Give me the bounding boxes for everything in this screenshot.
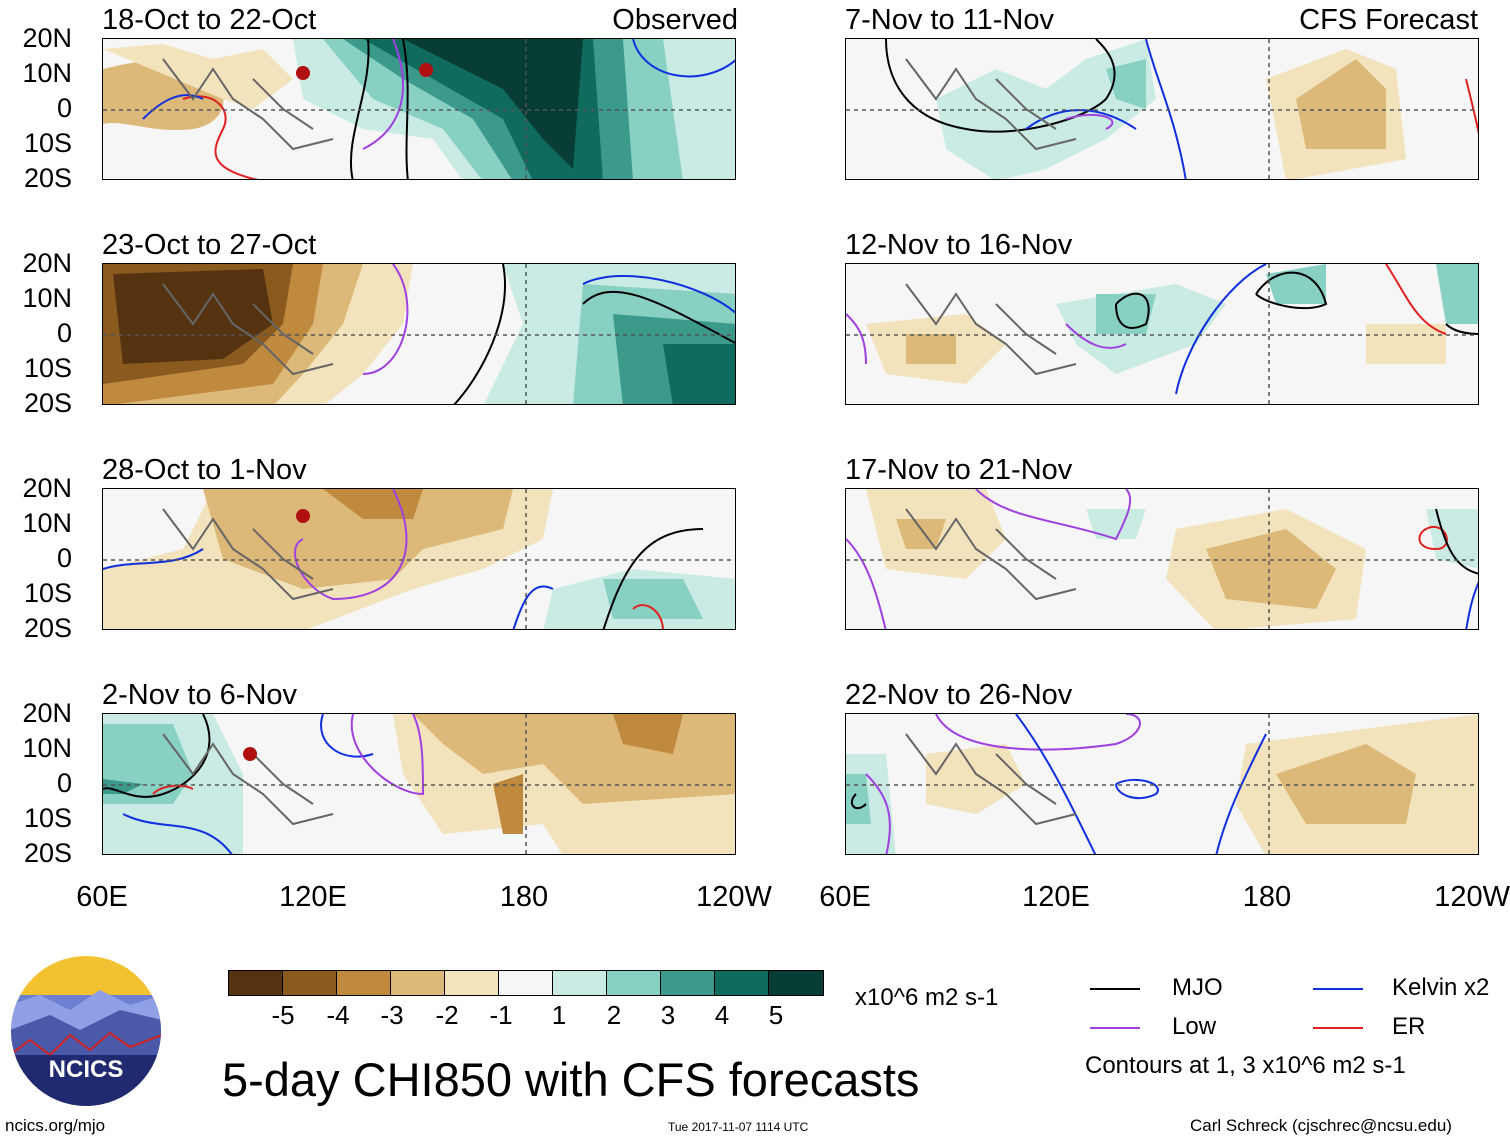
legend-line-kelvin — [1313, 988, 1363, 990]
x-tick: 120W — [1434, 881, 1510, 913]
colorbar-label: 1 — [551, 1000, 567, 1030]
x-tick: 60E — [819, 881, 871, 913]
map-field-3 — [103, 489, 735, 629]
y-tick: 20N — [22, 473, 72, 503]
y-tick: 20N — [22, 698, 72, 728]
y-tick: 20N — [22, 248, 72, 278]
legend-line-er — [1313, 1027, 1363, 1029]
colorbar-swatch — [337, 971, 391, 995]
map-field-2 — [103, 264, 735, 404]
colorbar-swatch — [607, 971, 661, 995]
y-tick: 0 — [56, 318, 72, 348]
footer-url: ncics.org/mjo — [5, 1116, 106, 1135]
y-tick: 10N — [22, 508, 72, 538]
column-label-cfs: CFS Forecast — [1299, 4, 1478, 36]
colorbar-swatch — [769, 971, 823, 995]
y-tick: 10N — [22, 283, 72, 313]
map-panel-5 — [845, 38, 1479, 180]
y-tick: 10S — [23, 128, 72, 158]
y-tick: 20S — [23, 613, 72, 643]
column-label-observed: Observed — [612, 4, 738, 36]
map-field-6 — [846, 264, 1478, 404]
colorbar-label: 3 — [660, 1000, 676, 1030]
y-tick: 20S — [23, 838, 72, 868]
map-field-4 — [103, 714, 735, 854]
colorbar — [228, 970, 824, 996]
map-field-8 — [846, 714, 1478, 854]
colorbar-label: -5 — [271, 1000, 295, 1030]
x-tick: 120E — [279, 881, 347, 913]
panel-title-3: 28-Oct to 1-Nov — [102, 454, 307, 486]
colorbar-label: 2 — [606, 1000, 622, 1030]
legend-note: Contours at 1, 3 x10^6 m2 s-1 — [1085, 1052, 1406, 1079]
x-tick: 60E — [76, 881, 128, 913]
ncics-logo: NCICS — [11, 956, 161, 1106]
map-panel-2 — [102, 263, 736, 405]
colorbar-swatch — [715, 971, 769, 995]
legend-line-mjo — [1090, 988, 1140, 990]
legend-line-low — [1090, 1027, 1140, 1029]
y-tick: 20S — [23, 163, 72, 193]
legend-label-er: ER — [1392, 1013, 1426, 1040]
panel-title-5: 7-Nov to 11-Nov — [845, 4, 1054, 36]
legend-label-low: Low — [1172, 1013, 1217, 1040]
footer-timestamp: Tue 2017-11-07 1114 UTC — [668, 1120, 809, 1134]
map-field-5 — [846, 39, 1478, 179]
legend-label-kelvin: Kelvin x2 — [1392, 974, 1490, 1001]
colorbar-label: -1 — [489, 1000, 513, 1030]
colorbar-swatch — [391, 971, 445, 995]
y-tick: 10N — [22, 733, 72, 763]
map-panel-6 — [845, 263, 1479, 405]
panel-title-4: 2-Nov to 6-Nov — [102, 679, 298, 711]
map-panel-3 — [102, 488, 736, 630]
panel-title-6: 12-Nov to 16-Nov — [845, 229, 1073, 261]
y-tick: 10S — [23, 578, 72, 608]
y-tick: 10S — [23, 803, 72, 833]
x-tick: 180 — [1242, 881, 1292, 913]
colorbar-label: 5 — [768, 1000, 784, 1030]
footer-credit: Carl Schreck (cjschrec@ncsu.edu) — [1190, 1116, 1452, 1135]
y-tick: 10S — [23, 353, 72, 383]
colorbar-swatch — [553, 971, 607, 995]
y-tick: 10N — [22, 58, 72, 88]
panel-title-2: 23-Oct to 27-Oct — [102, 229, 317, 261]
figure-title: 5-day CHI850 with CFS forecasts — [222, 1053, 920, 1106]
map-field-1 — [103, 39, 735, 179]
map-panel-8 — [845, 713, 1479, 855]
legend-label-mjo: MJO — [1172, 974, 1223, 1001]
map-panel-1 — [102, 38, 736, 180]
colorbar-label: -3 — [380, 1000, 404, 1030]
x-tick: 120W — [696, 881, 772, 913]
map-field-7 — [846, 489, 1478, 629]
y-tick: 0 — [56, 543, 72, 573]
colorbar-swatch — [229, 971, 283, 995]
panel-title-8: 22-Nov to 26-Nov — [845, 679, 1073, 711]
y-tick: 0 — [56, 768, 72, 798]
colorbar-units: x10^6 m2 s-1 — [855, 984, 999, 1011]
y-tick: 20N — [22, 23, 72, 53]
panel-title-7: 17-Nov to 21-Nov — [845, 454, 1073, 486]
colorbar-label: -4 — [326, 1000, 350, 1030]
x-tick: 180 — [499, 881, 549, 913]
map-panel-4 — [102, 713, 736, 855]
colorbar-swatch — [661, 971, 715, 995]
colorbar-swatch — [445, 971, 499, 995]
y-tick: 20S — [23, 388, 72, 418]
colorbar-label: -2 — [435, 1000, 459, 1030]
map-panel-7 — [845, 488, 1479, 630]
logo-text: NCICS — [49, 1056, 124, 1083]
colorbar-swatch — [283, 971, 337, 995]
y-tick: 0 — [56, 93, 72, 123]
colorbar-swatch — [499, 971, 553, 995]
panel-title-1: 18-Oct to 22-Oct — [102, 4, 317, 36]
x-tick: 120E — [1022, 881, 1090, 913]
colorbar-label: 4 — [714, 1000, 730, 1030]
